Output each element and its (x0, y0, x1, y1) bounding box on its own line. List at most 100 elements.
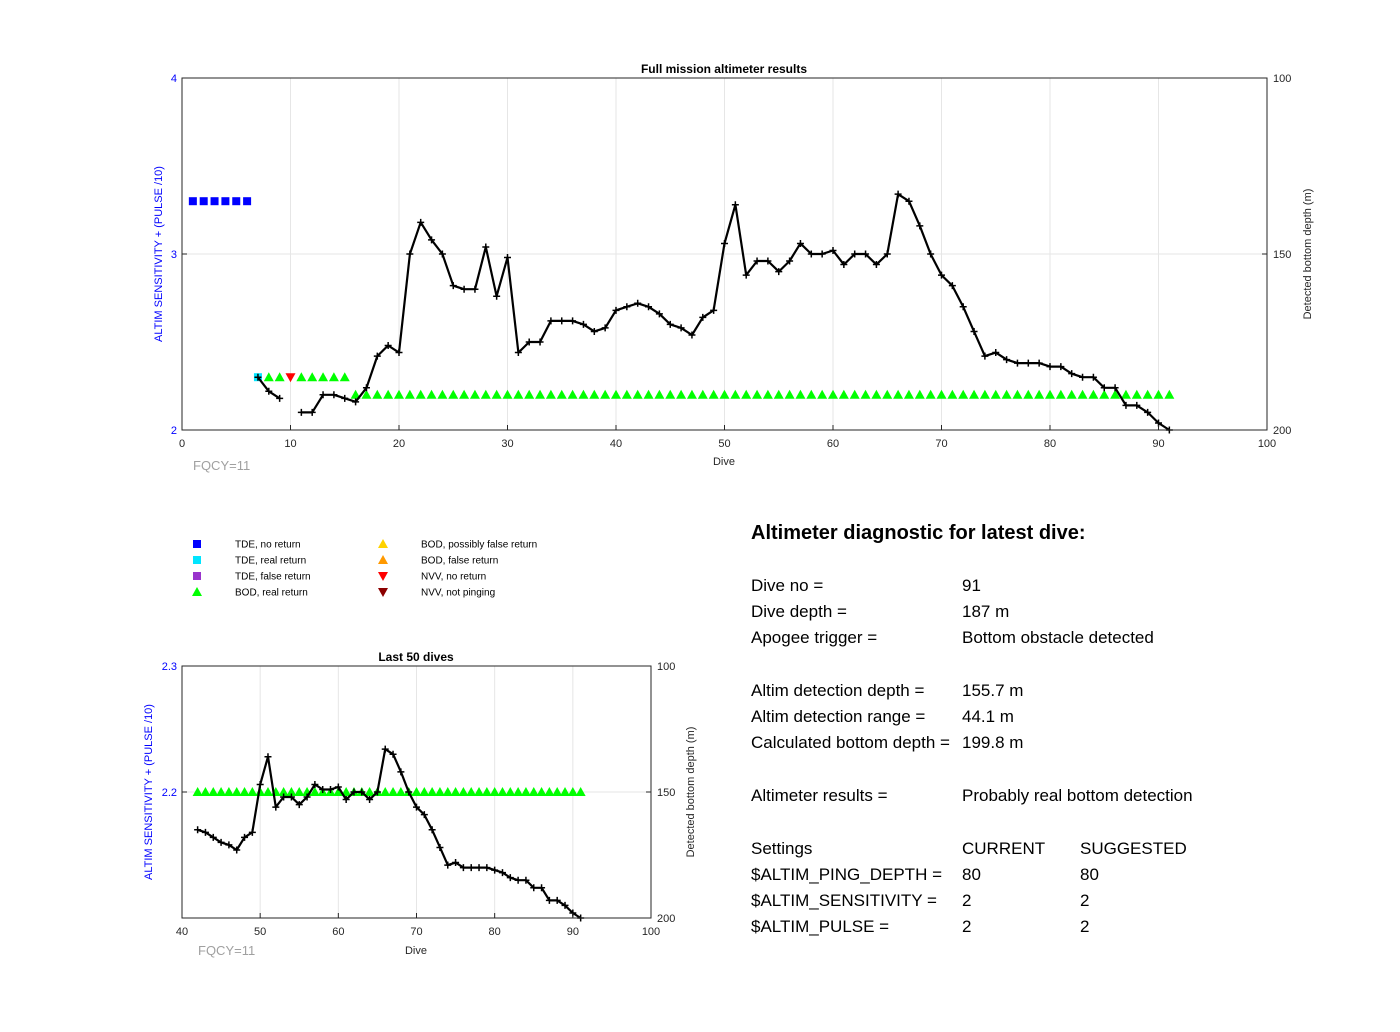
legend-marker (378, 555, 388, 564)
fqcy-annotation: FQCY=11 (193, 458, 250, 473)
bod-real-return-marker (388, 787, 399, 796)
bod-real-return-marker (567, 389, 578, 399)
bottom-depth-point (645, 303, 653, 311)
bottom-depth-point (558, 317, 566, 325)
x-tick-label: 70 (410, 926, 422, 938)
bottom-depth-point (384, 342, 392, 350)
bod-real-return-marker (762, 389, 773, 399)
bod-real-return-marker (544, 787, 555, 796)
bod-real-return-marker (784, 389, 795, 399)
bod-real-return-marker (350, 389, 361, 399)
bod-real-return-marker (1142, 389, 1153, 399)
bod-real-return-marker (426, 389, 437, 399)
bottom-depth-point (522, 876, 530, 884)
bottom-depth-point (395, 349, 403, 357)
full-mission-chart: 0 10 20 30 40 50 60 70 80 90 100 2 3 4 100 150 200 Full … (153, 62, 1314, 473)
bod-real-return-marker (730, 389, 741, 399)
bod-real-return-marker (383, 389, 394, 399)
bod-real-return-marker (372, 389, 383, 399)
x-tick-label: 100 (1258, 438, 1276, 450)
bottom-depth-point (905, 197, 913, 205)
x-tick-label: 0 (179, 438, 185, 450)
bod-real-return-marker (466, 787, 477, 796)
bottom-depth-point (498, 869, 506, 877)
bottom-depth-point (786, 257, 794, 265)
legend-label: NVV, not pinging (421, 588, 495, 599)
x-tick-label: 50 (718, 438, 730, 450)
y-right-tick-label: 150 (657, 787, 675, 799)
diagnostic-label: Altimeter results = (751, 786, 888, 805)
bottom-depth-point (362, 384, 370, 392)
bottom-depth-point (319, 391, 327, 399)
bod-real-return-marker (247, 787, 258, 796)
bod-real-return-marker (307, 372, 318, 382)
diagnostic-value: 187 m (962, 602, 1009, 621)
x-tick-label: 60 (827, 438, 839, 450)
bod-real-return-marker (1131, 389, 1142, 399)
bottom-depth-point (1024, 359, 1032, 367)
bod-real-return-marker (1120, 389, 1131, 399)
bod-real-return-marker (925, 389, 936, 399)
y-left-tick-label: 2 (171, 425, 177, 437)
tde-no-return-marker (210, 197, 219, 206)
bod-real-return-marker (560, 787, 571, 796)
bod-real-return-marker (1023, 389, 1034, 399)
bod-real-return-marker (903, 389, 914, 399)
bod-real-return-marker (458, 787, 469, 796)
bottom-depth-point (916, 222, 924, 230)
bottom-depth-point (438, 250, 446, 258)
diagnostic-value: 44.1 m (962, 707, 1014, 726)
bottom-depth-point (612, 306, 620, 314)
bod-real-return-marker (828, 389, 838, 399)
bottom-depth-point (1111, 384, 1119, 392)
bottom-depth-point (319, 785, 327, 793)
tde-no-return-marker (199, 197, 208, 206)
bottom-depth-point (525, 338, 533, 346)
bottom-depth-point (536, 338, 544, 346)
settings-cell: 80 (1080, 865, 1099, 884)
y-axis-left-label: ALTIM SENSITIVITY + (PULSE /10) (143, 704, 155, 880)
legend-marker (193, 556, 201, 564)
bod-real-return-marker (528, 787, 539, 796)
legend-label: BOD, false return (421, 556, 498, 567)
y-left-tick-label: 2.3 (162, 661, 177, 673)
bod-real-return-marker (513, 787, 524, 796)
bottom-depth-point (677, 324, 685, 332)
bottom-depth-point (308, 408, 316, 416)
settings-header: SUGGESTED (1080, 839, 1187, 858)
x-tick-label: 80 (489, 926, 501, 938)
bod-real-return-marker (947, 389, 958, 399)
bottom-depth-point (459, 864, 467, 872)
bottom-depth-point (264, 753, 272, 761)
bottom-depth-point (504, 254, 511, 262)
y-right-tick-label: 200 (657, 913, 675, 925)
bottom-depth-point (413, 803, 420, 811)
settings-cell: $ALTIM_PING_DEPTH = (751, 865, 942, 884)
bod-real-return-marker (404, 389, 415, 399)
bottom-depth-point (710, 306, 718, 314)
bottom-depth-point (272, 803, 280, 811)
bod-real-return-marker (502, 389, 513, 399)
bod-real-return-marker (411, 787, 422, 796)
bottom-depth-point (506, 874, 514, 882)
bottom-depth-point (655, 310, 663, 318)
bod-real-return-marker (882, 389, 893, 399)
bottom-depth-point (1122, 401, 1130, 409)
y-axis-left-label: ALTIM SENSITIVITY + (PULSE /10) (153, 166, 165, 342)
bottom-depth-point (851, 250, 859, 258)
bod-real-return-marker (871, 389, 882, 399)
bod-real-return-marker (575, 787, 586, 796)
bod-real-return-marker (394, 389, 404, 399)
bod-real-return-marker (481, 787, 492, 796)
axes-ticks: 0 10 20 30 40 50 60 70 80 90 100 2 3 4 100 150 200 (171, 73, 1291, 450)
bottom-depth-point (471, 285, 479, 293)
x-tick-label: 40 (176, 926, 188, 938)
bottom-depth-point (1144, 408, 1152, 416)
bottom-depth-point (514, 349, 522, 357)
bod-real-return-marker (665, 389, 676, 399)
bod-real-return-marker (697, 389, 708, 399)
bottom-depth-point (1068, 370, 1076, 378)
bod-real-return-marker (535, 389, 546, 399)
bottom-depth-point (829, 246, 837, 254)
x-tick-label: 60 (332, 926, 344, 938)
